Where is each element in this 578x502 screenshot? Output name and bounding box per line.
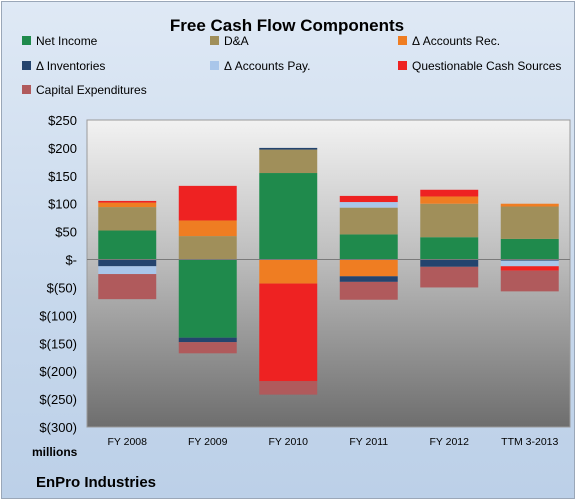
y-unit-label: millions (32, 445, 78, 459)
bar-d-a-fy-2011 (339, 207, 398, 235)
bar-questionable-cash-sources-fy-2012 (420, 189, 479, 197)
bar-delta-inventories-fy-2008 (98, 259, 157, 267)
bar-questionable-cash-sources-fy-2009 (178, 185, 237, 221)
x-tick-label: FY 2012 (429, 436, 469, 448)
bar-delta-accounts-pay-ttm-3-2013 (500, 260, 559, 267)
y-tick-label: $(200) (39, 364, 77, 379)
bar-delta-accounts-rec-fy-2009 (178, 220, 237, 237)
bar-delta-inventories-fy-2011 (339, 276, 398, 282)
y-tick-label: $(300) (39, 420, 77, 435)
bar-delta-inventories-fy-2010 (259, 147, 318, 150)
x-axis: FY 2008 FY 2009 FY 2010 FY 2011 FY 2012 TTM 3… (107, 436, 558, 448)
bar-net-income-fy-2012 (420, 237, 479, 260)
bar-delta-accounts-pay-fy-2008 (98, 266, 157, 275)
bar-delta-inventories-fy-2012 (420, 259, 479, 267)
plot-area (86, 119, 571, 428)
bar-capital-expenditures-ttm-3-2013 (500, 270, 559, 292)
bar-net-income-fy-2008 (98, 230, 157, 260)
bar-delta-accounts-rec-fy-2010 (259, 259, 318, 284)
x-tick-label: FY 2011 (349, 436, 388, 448)
y-tick-label: $- (65, 253, 77, 268)
legend-label-delta-accounts-pay: Δ Accounts Pay. (224, 59, 311, 73)
bar-d-a-ttm-3-2013 (500, 206, 559, 239)
y-axis: $250 $200 $150 $100 $50 $- $(50) $(100) $(150) $(… (39, 113, 77, 435)
bar-delta-accounts-rec-fy-2011 (339, 259, 398, 277)
bar-questionable-cash-sources-fy-2011 (339, 195, 398, 203)
y-tick-label: $100 (48, 197, 77, 212)
y-tick-label: $(250) (39, 392, 77, 407)
y-tick-label: $50 (55, 225, 77, 240)
bar-questionable-cash-sources-ttm-3-2013 (500, 266, 559, 271)
bar-capital-expenditures-fy-2010 (259, 381, 318, 395)
legend-label-delta-inventories: Δ Inventories (36, 59, 105, 73)
y-tick-label: $(100) (39, 308, 77, 323)
legend-label-d-a: D&A (224, 34, 249, 48)
y-tick-label: $(150) (39, 336, 77, 351)
legend: Net Income D&A Δ Accounts Rec. Δ Inventorie… (22, 34, 561, 97)
legend-swatch-questionable-cash-sources (398, 61, 407, 70)
y-tick-label: $200 (48, 141, 77, 156)
bar-delta-inventories-ttm-3-2013 (500, 259, 559, 261)
y-tick-label: $(50) (47, 280, 77, 295)
y-tick-label: $250 (48, 113, 77, 128)
bar-d-a-fy-2012 (420, 203, 479, 238)
legend-swatch-capital-expenditures (22, 85, 31, 94)
legend-label-capital-expenditures: Capital Expenditures (36, 83, 147, 97)
legend-swatch-delta-inventories (22, 61, 31, 70)
x-tick-label: FY 2009 (188, 436, 228, 448)
bar-delta-accounts-rec-fy-2008 (98, 202, 157, 208)
bar-delta-accounts-rec-fy-2012 (420, 196, 479, 204)
bar-layer (98, 147, 559, 395)
bar-net-income-fy-2009 (178, 259, 237, 338)
legend-label-net-income: Net Income (36, 34, 98, 48)
bar-capital-expenditures-fy-2011 (339, 281, 398, 300)
legend-swatch-delta-accounts-pay (210, 61, 219, 70)
bar-delta-accounts-rec-ttm-3-2013 (500, 203, 559, 207)
bar-capital-expenditures-fy-2012 (420, 266, 479, 288)
chart-title: Free Cash Flow Components (170, 16, 404, 35)
bar-delta-inventories-fy-2009 (178, 337, 237, 343)
x-tick-label: FY 2010 (268, 436, 308, 448)
bar-capital-expenditures-fy-2009 (178, 342, 237, 354)
company-name: EnPro Industries (36, 474, 156, 491)
bar-d-a-fy-2010 (259, 149, 318, 174)
bar-d-a-fy-2008 (98, 207, 157, 231)
legend-label-questionable-cash-sources: Questionable Cash Sources (412, 59, 561, 73)
legend-swatch-d-a (210, 36, 219, 45)
bar-capital-expenditures-fy-2008 (98, 274, 157, 300)
legend-swatch-delta-accounts-rec (398, 36, 407, 45)
bar-questionable-cash-sources-fy-2010 (259, 283, 318, 382)
bar-d-a-fy-2009 (178, 236, 237, 260)
bar-questionable-cash-sources-fy-2008 (98, 200, 157, 203)
legend-label-delta-accounts-rec: Δ Accounts Rec. (412, 34, 500, 48)
bar-delta-accounts-pay-fy-2011 (339, 202, 398, 208)
bar-net-income-fy-2011 (339, 234, 398, 260)
x-tick-label: FY 2008 (107, 436, 147, 448)
x-tick-label: TTM 3-2013 (501, 436, 558, 448)
y-tick-label: $150 (48, 169, 77, 184)
bar-net-income-fy-2010 (259, 173, 318, 260)
bar-net-income-ttm-3-2013 (500, 238, 559, 260)
legend-swatch-net-income (22, 36, 31, 45)
